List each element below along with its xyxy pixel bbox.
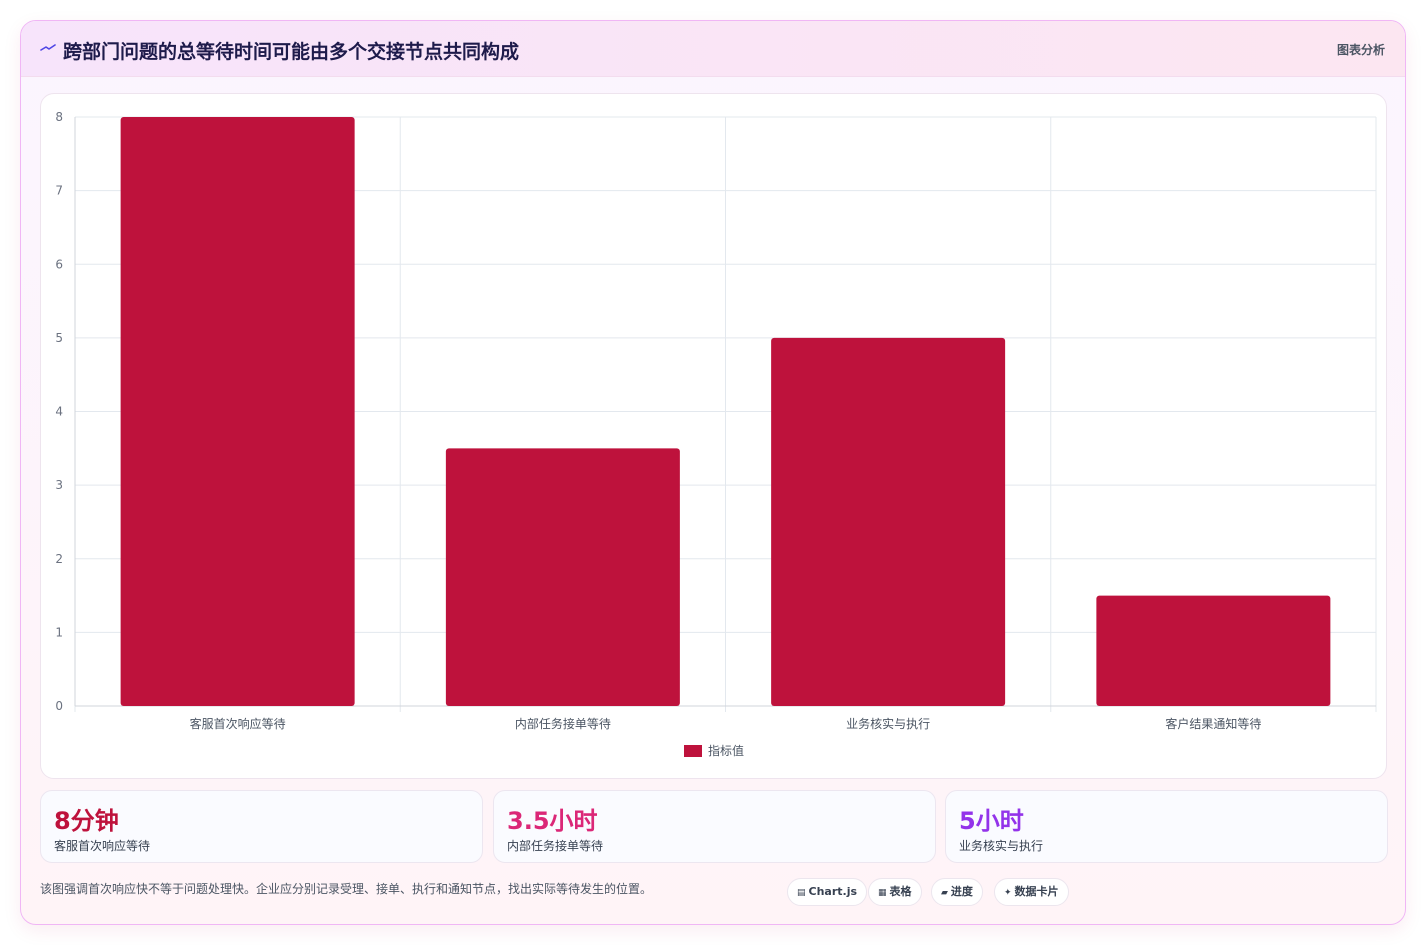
trend-icon bbox=[40, 44, 56, 51]
page-title: 跨部门问题的总等待时间可能由多个交接节点共同构成 bbox=[63, 41, 520, 63]
chart-icon: ▤ bbox=[797, 888, 806, 898]
stat-card-first-response: 8分钟 客服首次响应等待 bbox=[40, 790, 483, 863]
stat-card-task-pickup: 3.5小时 内部任务接单等待 bbox=[493, 790, 936, 863]
progress-icon: ▰ bbox=[941, 888, 948, 898]
x-tick-label: 客服首次响应等待 bbox=[190, 716, 286, 731]
x-tick-label: 内部任务接单等待 bbox=[515, 716, 611, 731]
y-tick-label: 7 bbox=[55, 184, 63, 198]
stat-label: 业务核实与执行 bbox=[959, 839, 1044, 853]
y-tick-label: 6 bbox=[55, 257, 63, 271]
card-header: 跨部门问题的总等待时间可能由多个交接节点共同构成 图表分析 bbox=[21, 21, 1405, 77]
footer-note: 该图强调首次响应快不等于问题处理快。企业应分别记录受理、接单、执行和通知节点，找… bbox=[40, 882, 653, 896]
stat-label: 客服首次响应等待 bbox=[54, 839, 151, 853]
chart-panel: 0 1 2 3 4 5 6 7 8 客服首次响应等待 内部任务接单等待 业务核实与执行 客户结果通知等待… bbox=[40, 93, 1387, 779]
stat-value: 8分钟 bbox=[54, 807, 119, 835]
bar bbox=[445, 448, 680, 706]
pill-label: 表格 bbox=[889, 885, 912, 898]
x-tick-label: 客户结果通知等待 bbox=[1165, 716, 1261, 731]
chart-analysis-tag: 图表分析 bbox=[1336, 43, 1385, 57]
y-tick-label: 8 bbox=[55, 110, 63, 124]
legend-swatch bbox=[684, 745, 702, 757]
pill-table[interactable]: ▦ 表格 bbox=[868, 878, 922, 906]
stat-label: 内部任务接单等待 bbox=[507, 839, 604, 853]
y-tick-label: 4 bbox=[55, 405, 63, 419]
y-tick-label: 0 bbox=[55, 699, 63, 713]
y-tick-label: 3 bbox=[55, 478, 63, 492]
pill-chartjs[interactable]: ▤ Chart.js bbox=[787, 878, 868, 906]
pill-data-cards[interactable]: ✦ 数据卡片 bbox=[994, 878, 1069, 906]
stat-value: 5小时 bbox=[959, 807, 1024, 835]
x-tick-label: 业务核实与执行 bbox=[846, 716, 930, 731]
stat-value: 3.5小时 bbox=[507, 807, 598, 835]
pill-label: Chart.js bbox=[808, 885, 858, 898]
chart-card: 跨部门问题的总等待时间可能由多个交接节点共同构成 图表分析 0 1 2 3 4 5 6 7 8 客… bbox=[20, 20, 1406, 925]
stat-cards: 8分钟 客服首次响应等待 3.5小时 内部任务接单等待 5小时 业务核实与执行 bbox=[40, 790, 1388, 863]
bar bbox=[771, 337, 1006, 706]
pill-label: 进度 bbox=[950, 885, 973, 898]
stat-card-verification: 5小时 业务核实与执行 bbox=[945, 790, 1388, 863]
bar bbox=[120, 117, 355, 706]
y-tick-label: 5 bbox=[55, 331, 63, 345]
y-tick-label: 2 bbox=[55, 552, 63, 566]
legend-label: 指标值 bbox=[708, 743, 744, 758]
table-icon: ▦ bbox=[878, 888, 887, 898]
y-tick-label: 1 bbox=[55, 625, 63, 639]
sparkle-icon: ✦ bbox=[1004, 888, 1012, 898]
bar-chart: 0 1 2 3 4 5 6 7 8 客服首次响应等待 内部任务接单等待 业务核实与执行 客户结果通知等待… bbox=[55, 110, 1377, 758]
bar bbox=[1096, 595, 1331, 706]
pill-label: 数据卡片 bbox=[1014, 885, 1059, 898]
pill-progress[interactable]: ▰ 进度 bbox=[931, 878, 983, 906]
